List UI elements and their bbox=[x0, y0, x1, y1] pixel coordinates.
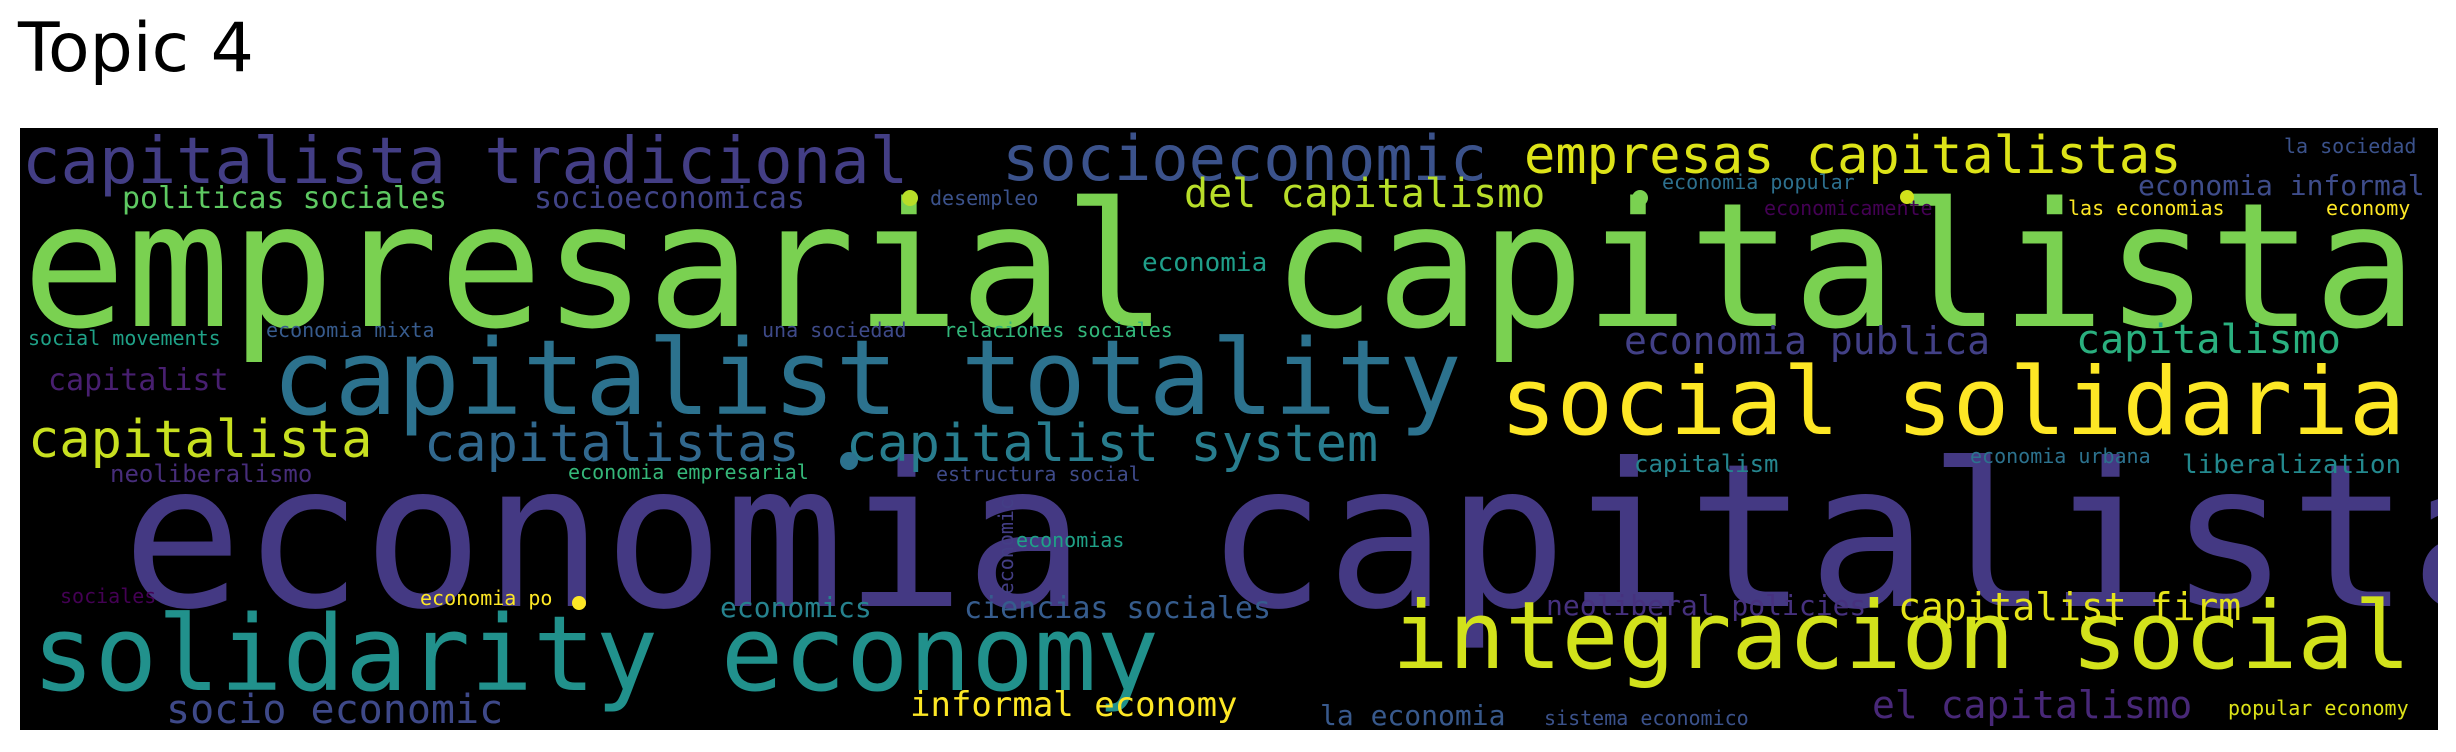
word-economias: economias bbox=[1016, 528, 1125, 552]
word-economia: economia bbox=[1142, 248, 1268, 278]
word-socio-economic: socio economic bbox=[166, 687, 504, 730]
word-economics: economics bbox=[720, 591, 872, 624]
word-economicamente: economicamente bbox=[1764, 196, 1933, 220]
word-neoliberal-policies: neoliberal policies bbox=[1546, 589, 1867, 622]
word-economic: economic bbox=[994, 498, 1018, 595]
word-socioeconomicas: socioeconomicas bbox=[534, 181, 805, 216]
word-neoliberalismo: neoliberalismo bbox=[110, 460, 313, 488]
word-social-solidaria: social solidaria bbox=[1500, 348, 2406, 457]
word-capitalist-system: capitalist system bbox=[846, 414, 1379, 474]
word-politicas-sociales: politicas sociales bbox=[122, 181, 448, 216]
chart-title: Topic 4 bbox=[18, 9, 254, 88]
word-la-sociedad: la sociedad bbox=[2284, 134, 2417, 158]
word-popular-economy: popular economy bbox=[2228, 696, 2409, 720]
word-empresas-capitalistas: empresas capitalistas bbox=[1524, 128, 2182, 186]
word-desempleo: desempleo bbox=[930, 186, 1039, 210]
word-socioeconomic: socioeconomic bbox=[1002, 128, 1488, 195]
word-economy: economy bbox=[2326, 196, 2411, 220]
word-capitalistas: capitalistas bbox=[424, 414, 800, 474]
word-relaciones-sociales: relaciones sociales bbox=[944, 318, 1173, 342]
word-economia-empresarial: economia empresarial bbox=[568, 460, 809, 484]
word-informal-economy: informal economy bbox=[910, 685, 1238, 725]
word-capitalist-totality: capitalist totality bbox=[272, 317, 1462, 439]
dot-mark bbox=[1632, 190, 1648, 206]
word-estructura-social: estructura social bbox=[936, 462, 1141, 486]
word-capitalista: capitalista bbox=[28, 410, 373, 470]
word-economia-capitalista: economia capitalista bbox=[122, 421, 2438, 654]
word-capitalismo: capitalismo bbox=[2076, 317, 2341, 363]
word-economia-publica: economia publica bbox=[1624, 319, 1991, 363]
dot-mark bbox=[840, 452, 858, 470]
word-integracion-social: integracion social bbox=[1392, 582, 2411, 691]
word-economia-informal: economia informal bbox=[2138, 169, 2425, 202]
word-economia-po: economia po bbox=[420, 586, 553, 610]
word-social-movements: social movements bbox=[28, 326, 221, 350]
dot-mark bbox=[1900, 190, 1914, 204]
word-empresarial-capitalista: empresarial capitalista bbox=[22, 165, 2418, 367]
word-cloud: empresarial capitalista economia capital… bbox=[20, 128, 2438, 730]
word-economia-urbana: economia urbana bbox=[1970, 444, 2151, 468]
word-capitalist: capitalist bbox=[48, 363, 229, 398]
word-capitalist-firm: capitalist firm bbox=[1898, 585, 2242, 629]
word-capitalista-tradicional: capitalista tradicional bbox=[22, 128, 909, 199]
word-solidarity-economy: solidarity economy bbox=[32, 593, 1160, 715]
word-liberalization: liberalization bbox=[2182, 450, 2402, 480]
word-economia-popular: economia popular bbox=[1662, 170, 1855, 194]
word-una-sociedad: una sociedad bbox=[762, 318, 907, 342]
word-el-capitalismo: el capitalismo bbox=[1872, 683, 2193, 727]
dot-mark bbox=[572, 596, 586, 610]
word-las-economias: las economias bbox=[2068, 196, 2225, 220]
word-sociales: sociales bbox=[60, 584, 157, 608]
word-capitalism: capitalism bbox=[1634, 450, 1779, 478]
word-del-capitalismo: del capitalismo bbox=[1184, 171, 1546, 217]
word-ciencias-sociales: ciencias sociales bbox=[964, 591, 1272, 626]
word-la-economia: la economia bbox=[1320, 699, 1506, 730]
dot-mark bbox=[902, 190, 918, 206]
word-economia-mixta: economia mixta bbox=[266, 318, 435, 342]
word-sistema-economico: sistema economico bbox=[1544, 706, 1749, 730]
